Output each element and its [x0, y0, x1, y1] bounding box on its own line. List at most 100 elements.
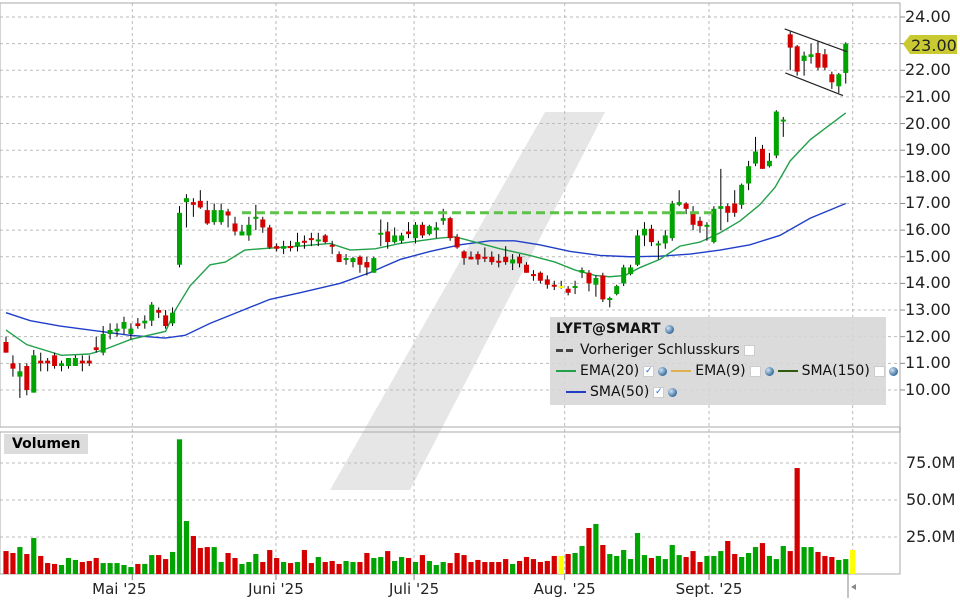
candle-body: [517, 256, 523, 264]
candle-body: [38, 360, 44, 364]
price-tick-label: 12.00: [905, 326, 951, 346]
volume-bar: [815, 551, 821, 574]
candle-body: [732, 203, 738, 213]
volume-bar: [607, 554, 613, 574]
candle-body: [843, 43, 849, 73]
dashed-line-swatch-icon: [556, 348, 576, 352]
volume-bar: [711, 555, 717, 574]
volume-bar: [412, 562, 419, 574]
legend-label-ema9[interactable]: EMA(9): [695, 363, 746, 379]
candle-body: [149, 304, 155, 321]
candle-body: [301, 240, 307, 243]
price-panel-frame: [0, 2, 901, 428]
sma50-line: [5, 202, 847, 339]
volume-bar: [329, 560, 335, 574]
candle-body: [787, 34, 793, 48]
volume-bar: [829, 556, 835, 574]
candle-body: [329, 244, 335, 247]
volume-bar: [287, 563, 294, 574]
trendlines[interactable]: [241, 28, 848, 215]
candle-body: [406, 231, 412, 235]
volume-bar: [725, 540, 731, 574]
candle-body: [482, 256, 488, 259]
volume-bar: [482, 562, 488, 574]
candle-body: [218, 210, 224, 223]
scroll-left-arrow-icon[interactable]: [851, 584, 856, 590]
candle-body: [718, 206, 724, 209]
candle-body: [114, 328, 120, 332]
settings-globe-icon[interactable]: [888, 366, 898, 376]
candle-body: [496, 260, 502, 263]
volume-bar: [836, 559, 842, 574]
volume-bar: [308, 563, 314, 574]
candle-body: [378, 232, 384, 235]
volume-bar: [371, 558, 377, 574]
candle-body: [537, 272, 543, 281]
checkbox-sma150[interactable]: [873, 365, 885, 377]
candle-body: [530, 274, 536, 277]
volume-bar: [523, 556, 530, 574]
candle-body: [156, 310, 162, 313]
candle-body: [419, 224, 425, 236]
volume-bar: [801, 547, 807, 574]
candle-body: [107, 330, 113, 335]
volume-bar: [58, 564, 65, 574]
volume-bar: [301, 550, 308, 574]
candle-body: [246, 224, 252, 236]
candle-body: [690, 211, 696, 225]
legend-label-sma150[interactable]: SMA(150): [801, 363, 870, 379]
volume-bar: [156, 555, 162, 574]
settings-globe-icon[interactable]: [664, 324, 674, 334]
price-tick-label: 20.00: [905, 113, 951, 133]
volume-bar: [745, 552, 752, 574]
checkbox-ema20-checked[interactable]: ✓: [643, 365, 655, 377]
candle-body: [72, 357, 78, 366]
legend-label-sma50[interactable]: SMA(50): [590, 384, 650, 400]
volume-panel-title: Volumen: [4, 434, 88, 454]
volume-bar: [204, 547, 210, 574]
candle-body: [551, 284, 557, 287]
checkbox-sma50-checked[interactable]: ✓: [653, 386, 665, 398]
volume-bar: [322, 562, 328, 574]
volume-bar: [246, 562, 252, 574]
candle-body: [211, 210, 217, 223]
volume-bar: [641, 555, 648, 574]
candle-body: [392, 235, 398, 243]
legend-item-previous-close[interactable]: Vorheriger Schlusskurs: [556, 342, 755, 358]
settings-globe-icon[interactable]: [658, 366, 668, 376]
settings-globe-icon[interactable]: [668, 387, 678, 397]
price-tick-label: 18.00: [905, 166, 951, 186]
time-tick-label: Aug. '25: [533, 580, 596, 598]
candle-body: [648, 228, 654, 243]
last-price-label: 23.00: [911, 36, 957, 55]
settings-globe-icon[interactable]: [764, 366, 774, 376]
volume-bar: [780, 546, 786, 574]
candle-body: [121, 322, 127, 329]
checkbox[interactable]: [743, 344, 755, 356]
candle-body: [461, 251, 467, 259]
candle-body: [364, 262, 370, 268]
legend-label-ema20[interactable]: EMA(20): [580, 363, 640, 379]
volume-bar: [197, 547, 203, 574]
volume-bar: [530, 559, 537, 574]
volume-bar: [45, 563, 51, 574]
checkbox-ema9[interactable]: [749, 365, 761, 377]
candle-body: [31, 355, 37, 393]
price-tick-label: 13.00: [905, 300, 951, 320]
volume-bar: [739, 556, 745, 574]
legend-title-row: LYFT@SMART: [556, 321, 674, 337]
candle-body: [565, 288, 571, 293]
candle-body: [260, 219, 266, 228]
candle-body: [607, 298, 613, 301]
volume-bar: [600, 544, 606, 574]
candle-body: [350, 258, 356, 263]
candle-body: [676, 202, 682, 205]
candle-body: [524, 264, 529, 273]
candle-body: [288, 246, 294, 249]
volume-bar: [447, 563, 453, 574]
candle-body: [315, 239, 321, 242]
volume-bar: [405, 558, 412, 574]
candle-body: [177, 212, 182, 265]
candle-body: [593, 278, 599, 285]
